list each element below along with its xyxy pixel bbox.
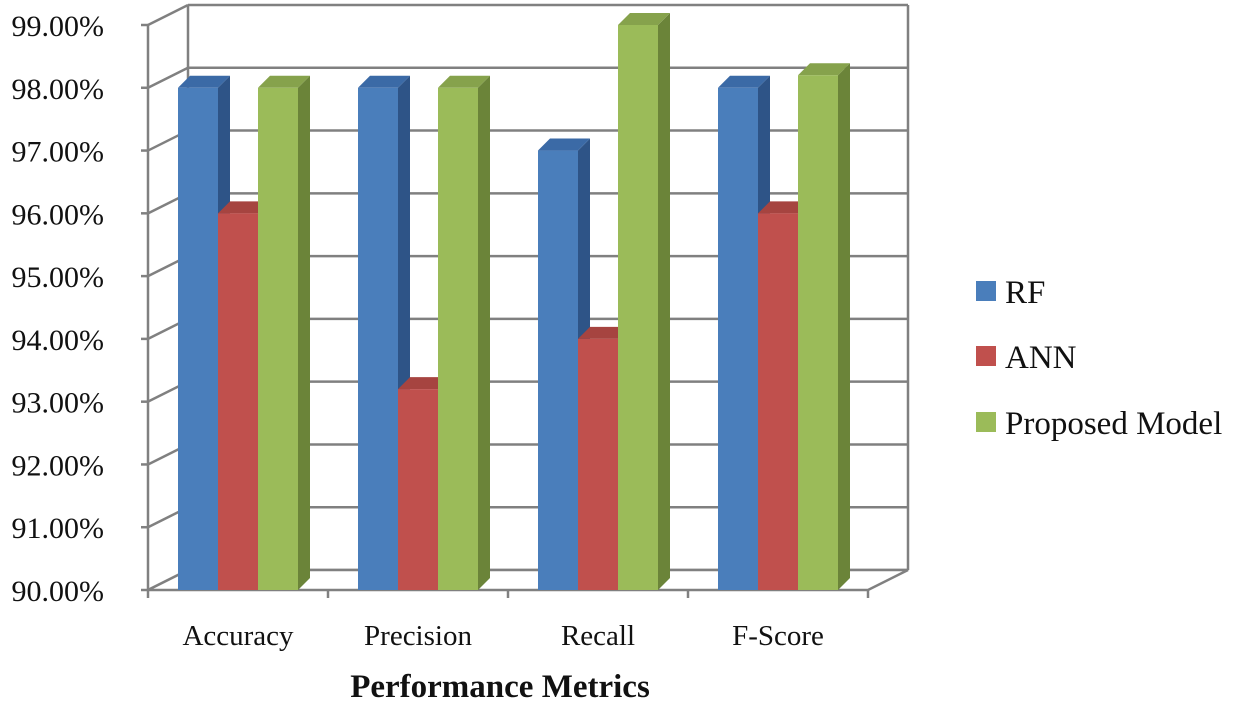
bar-side-face <box>658 13 670 590</box>
legend-label: RF <box>1005 275 1045 311</box>
bar-top-face <box>178 75 230 88</box>
bar-front-face <box>618 25 658 590</box>
bar-top-face <box>758 201 810 214</box>
bar-front-face <box>178 87 218 591</box>
x-category-label: F-Score <box>732 620 824 652</box>
legend-item: RF <box>976 275 1045 311</box>
bar-top-face <box>438 75 490 88</box>
x-category-label: Recall <box>561 620 635 652</box>
bar-front-face <box>438 87 478 591</box>
bar-front-face <box>758 213 798 591</box>
legend: RF ANN Proposed Model <box>976 275 1222 442</box>
y-tick-label: 99.00% <box>12 10 105 43</box>
x-category-label: Precision <box>364 620 472 652</box>
bar-front-face <box>218 213 258 591</box>
bar-top-face <box>358 75 410 88</box>
legend-item: ANN <box>976 340 1077 376</box>
bar-proposed-model-f-score <box>798 63 850 590</box>
y-tick-labels: 90.00% 91.00% 92.00% 93.00% 94.00% 95.00% 96.0… <box>12 10 105 608</box>
bar-top-face <box>218 201 270 214</box>
x-axis-title: Performance Metrics <box>350 669 650 701</box>
bar-side-face <box>298 75 310 591</box>
bar-front-face <box>258 87 298 591</box>
y-tick-label: 95.00% <box>12 261 105 294</box>
legend-swatch <box>976 281 996 301</box>
legend-label: ANN <box>1005 340 1077 376</box>
bar-front-face <box>398 389 438 590</box>
bar-proposed-model-precision <box>438 75 490 591</box>
bar-top-face <box>578 326 630 339</box>
bar-rf-accuracy <box>178 75 230 591</box>
bar-proposed-model-accuracy <box>258 75 310 591</box>
bar-rf-precision <box>358 75 410 591</box>
bar-top-face <box>398 377 450 390</box>
bar-proposed-model-recall <box>618 13 670 590</box>
bar-front-face <box>538 150 578 591</box>
bar-front-face <box>578 338 618 590</box>
bar-front-face <box>358 87 398 591</box>
y-tick-label: 93.00% <box>12 387 105 420</box>
bars-layer <box>178 13 850 591</box>
legend-label: Proposed Model <box>1005 406 1222 442</box>
legend-swatch <box>976 412 996 432</box>
bar-front-face <box>718 87 758 591</box>
x-category-label: Accuracy <box>182 620 294 652</box>
bar-top-face <box>618 13 670 25</box>
y-tick-label: 97.00% <box>12 136 105 169</box>
bar-top-face <box>258 75 310 88</box>
bar-side-face <box>478 75 490 591</box>
y-tick-label: 98.00% <box>12 73 105 106</box>
y-tick-label: 91.00% <box>12 512 105 545</box>
bar-front-face <box>798 75 838 590</box>
bar-top-face <box>798 63 850 76</box>
y-tick-label: 96.00% <box>12 198 105 231</box>
gridline-side <box>147 66 189 89</box>
y-tick-label: 92.00% <box>12 449 105 482</box>
y-tick-label: 90.00% <box>12 575 105 608</box>
legend-swatch <box>976 346 996 366</box>
bar-top-face <box>718 75 770 88</box>
x-category-labels: Accuracy Precision Recall F-Score <box>182 620 823 652</box>
y-tick-label: 94.00% <box>12 324 105 357</box>
legend-item: Proposed Model <box>976 406 1222 442</box>
bar-top-face <box>538 138 590 151</box>
gridline-side <box>147 3 189 27</box>
bar-side-face <box>838 63 850 590</box>
